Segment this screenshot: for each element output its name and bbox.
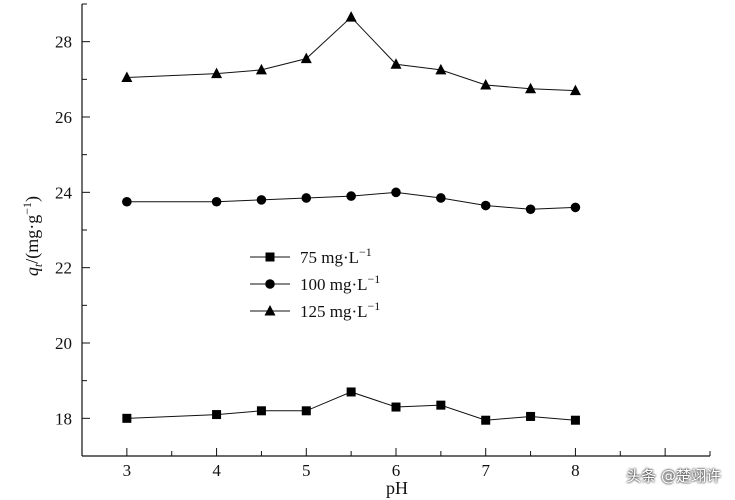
legend-marker [265, 279, 275, 289]
data-point [390, 58, 402, 69]
data-point [122, 413, 132, 423]
data-point [255, 63, 267, 75]
data-point [569, 84, 581, 96]
data-point [525, 204, 536, 215]
data-point [300, 52, 312, 64]
series-line [126, 191, 576, 210]
x-tick-label: 8 [571, 461, 580, 480]
legend-item: 125 mg·L−1 [250, 299, 380, 321]
series-line [126, 391, 576, 421]
watermark: 头条 @楚翊许 [626, 467, 721, 485]
data-point [435, 63, 447, 75]
y-tick-label: 20 [55, 334, 72, 353]
x-tick-label: 7 [481, 461, 490, 480]
x-axis-title: pH [386, 478, 408, 498]
legend-item: 75 mg·L−1 [250, 245, 372, 267]
legend-item: 100 mg·L−1 [250, 272, 380, 294]
data-point [212, 410, 222, 420]
axes: 3 4 5 6 7 8 18 20 22 24 26 28 [55, 3, 711, 480]
data-point [122, 196, 132, 207]
data-point [480, 200, 491, 211]
series-layer [121, 11, 581, 425]
legend: 75 mg·L−1 100 mg·L−1 125 mg·L−1 [250, 245, 380, 321]
data-point [436, 400, 446, 410]
data-point [391, 187, 401, 198]
y-tick-label: 24 [55, 183, 73, 202]
data-point [346, 191, 356, 201]
y-tick-label: 22 [55, 259, 72, 278]
series-triangle [121, 11, 581, 96]
y-tick-label: 26 [55, 108, 72, 127]
series-square [122, 387, 580, 425]
y-tick-label: 28 [55, 33, 72, 52]
legend-label: 75 mg·L−1 [300, 245, 372, 267]
data-point [525, 82, 537, 94]
data-point [570, 202, 581, 213]
series-line [126, 16, 576, 92]
data-point [301, 406, 311, 416]
legend-marker [265, 252, 275, 262]
data-point [480, 78, 492, 90]
data-point [211, 67, 223, 79]
x-tick-label: 4 [212, 461, 221, 480]
data-point [481, 415, 491, 425]
data-point [346, 387, 356, 397]
x-tick-label: 6 [392, 461, 401, 480]
x-tick-label: 3 [123, 461, 132, 480]
data-point [570, 415, 580, 425]
data-point [391, 402, 401, 412]
data-point [526, 411, 536, 421]
x-tick-label: 5 [302, 461, 311, 480]
legend-label: 125 mg·L−1 [300, 299, 380, 321]
y-axis-title: qt/(mg·g−1) [20, 196, 45, 276]
data-point [256, 195, 267, 205]
data-point [436, 193, 446, 203]
data-point [345, 11, 357, 22]
legend-label: 100 mg·L−1 [300, 272, 380, 294]
data-point [121, 71, 133, 82]
legend-marker [264, 305, 276, 316]
series-circle [122, 187, 581, 215]
data-point [211, 196, 222, 207]
data-point [256, 406, 266, 416]
data-point [301, 193, 312, 203]
y-tick-label: 18 [55, 409, 72, 428]
